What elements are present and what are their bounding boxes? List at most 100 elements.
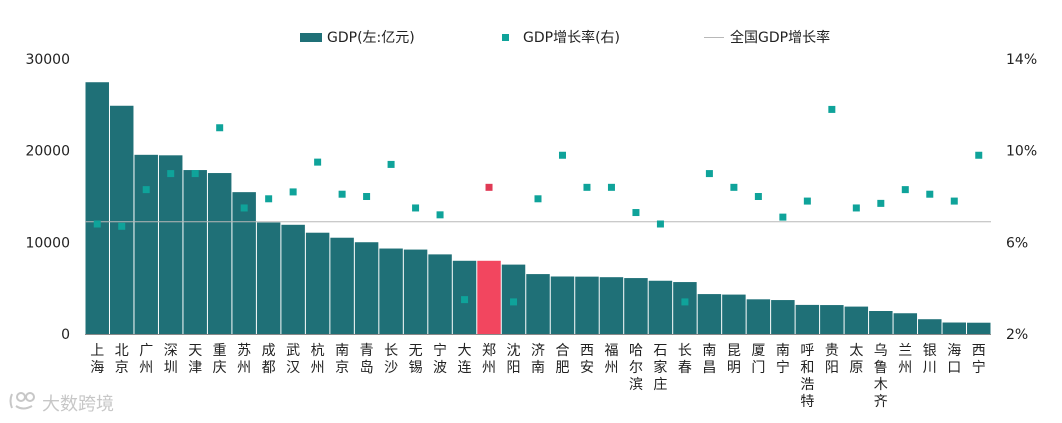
growth-dot	[240, 204, 248, 212]
growth-dot	[828, 105, 836, 113]
x-tick-label: 福州	[604, 343, 618, 376]
gdp-bar	[844, 306, 869, 334]
gdp-bar	[477, 260, 501, 334]
gdp-bar	[526, 274, 550, 334]
watermark-text: 大数跨境	[42, 394, 114, 415]
gdp-bar	[942, 322, 967, 334]
x-tick-label: 天津	[188, 343, 202, 376]
x-tick-label: 哈尔滨	[629, 343, 643, 393]
growth-dot	[730, 183, 738, 191]
gdp-bar	[109, 105, 134, 335]
gdp-bar	[673, 282, 697, 334]
legend-gdp-label: GDP(左:亿元)	[327, 30, 415, 46]
gdp-bar	[869, 311, 893, 334]
x-tick-label: 长沙	[384, 343, 398, 376]
y-right-tick-label: 10%	[1006, 144, 1037, 160]
x-tick-label: 贵阳	[825, 343, 839, 376]
gdp-bar	[746, 299, 771, 334]
gdp-bar	[918, 319, 942, 334]
x-tick-label: 沈阳	[507, 343, 521, 376]
y-left-tick-label: 30000	[25, 52, 70, 68]
growth-dot	[975, 151, 983, 159]
x-tick-label: 兰州	[898, 343, 912, 376]
gdp-bar	[428, 254, 452, 334]
y-left-tick-label: 10000	[25, 235, 70, 251]
gdp-bar	[281, 224, 305, 334]
gdp-bar	[330, 237, 354, 334]
growth-dot	[950, 197, 958, 205]
x-tick-label: 宁波	[433, 342, 447, 376]
growth-dot	[583, 183, 591, 191]
x-tick-label: 西安	[580, 343, 594, 376]
x-tick-label: 南宁	[776, 343, 790, 376]
growth-dot	[656, 220, 664, 228]
growth-dot	[852, 204, 860, 212]
watermark-logo-icon	[8, 390, 38, 417]
growth-dot	[461, 296, 469, 304]
growth-dot	[558, 151, 566, 159]
growth-dot	[779, 213, 787, 221]
growth-dot	[901, 186, 909, 194]
x-tick-label: 石家庄	[653, 343, 667, 393]
growth-dot	[754, 193, 762, 200]
growth-dot	[93, 220, 101, 228]
growth-dot	[681, 298, 689, 306]
legend-item-gdp: GDP(左:亿元)	[300, 27, 415, 47]
growth-dot	[387, 160, 395, 168]
y-right-tick-label: 2%	[1006, 327, 1028, 343]
gdp-bar	[550, 276, 575, 334]
gdp-bar	[183, 170, 207, 334]
x-tick-label: 郑州	[482, 343, 496, 376]
x-tick-label: 上海	[90, 343, 104, 376]
x-tick-label: 无锡	[409, 343, 423, 376]
gdp-bar	[722, 294, 746, 334]
growth-dot	[216, 124, 224, 132]
gdp-bar	[599, 277, 624, 334]
x-tick-label: 青岛	[360, 343, 374, 376]
gdp-bar	[85, 82, 109, 334]
gdp-bar	[305, 232, 330, 334]
x-tick-label: 南昌	[702, 343, 716, 376]
growth-dot	[167, 170, 175, 178]
growth-dot	[338, 190, 346, 198]
watermark: 大数跨境	[8, 390, 114, 416]
gdp-bar	[820, 305, 844, 334]
growth-dot	[510, 298, 518, 306]
legend-item-growth: GDP增长率(右)	[502, 27, 620, 47]
growth-dot	[314, 158, 322, 166]
x-tick-label: 北京	[115, 343, 129, 376]
growth-dot	[926, 190, 934, 198]
growth-dot	[118, 222, 126, 230]
y-right-tick-label: 14%	[1006, 52, 1037, 68]
gdp-bar	[967, 322, 991, 334]
gdp-bar	[893, 313, 918, 334]
legend-national-label: 全国GDP增长率	[730, 30, 831, 46]
growth-dot	[412, 204, 420, 212]
gdp-bar	[795, 304, 820, 334]
x-tick-label: 厦门	[751, 343, 765, 376]
growth-dot	[289, 188, 297, 196]
gdp-bar	[403, 249, 428, 334]
growth-dot	[191, 170, 199, 178]
y-left-tick-label: 0	[61, 327, 70, 343]
growth-dot	[363, 193, 371, 200]
x-tick-label: 昆明	[727, 343, 741, 376]
x-tick-label: 长春	[678, 343, 692, 376]
legend-growth-label: GDP增长率(右)	[523, 30, 620, 46]
growth-dot	[436, 211, 444, 219]
growth-dot	[632, 209, 640, 217]
growth-dot	[803, 197, 811, 205]
gdp-bar	[379, 248, 403, 334]
growth-dot	[877, 199, 885, 207]
gdp-bar	[134, 154, 158, 334]
gdp-bar	[158, 155, 183, 334]
growth-dot	[534, 195, 542, 203]
x-tick-label: 银川	[923, 343, 937, 376]
x-tick-label: 广州	[139, 343, 153, 376]
gdp-bar	[575, 276, 599, 334]
x-tick-label: 大连	[458, 343, 472, 376]
legend-dot-swatch	[502, 33, 509, 41]
y-right-tick-label: 6%	[1006, 235, 1028, 251]
